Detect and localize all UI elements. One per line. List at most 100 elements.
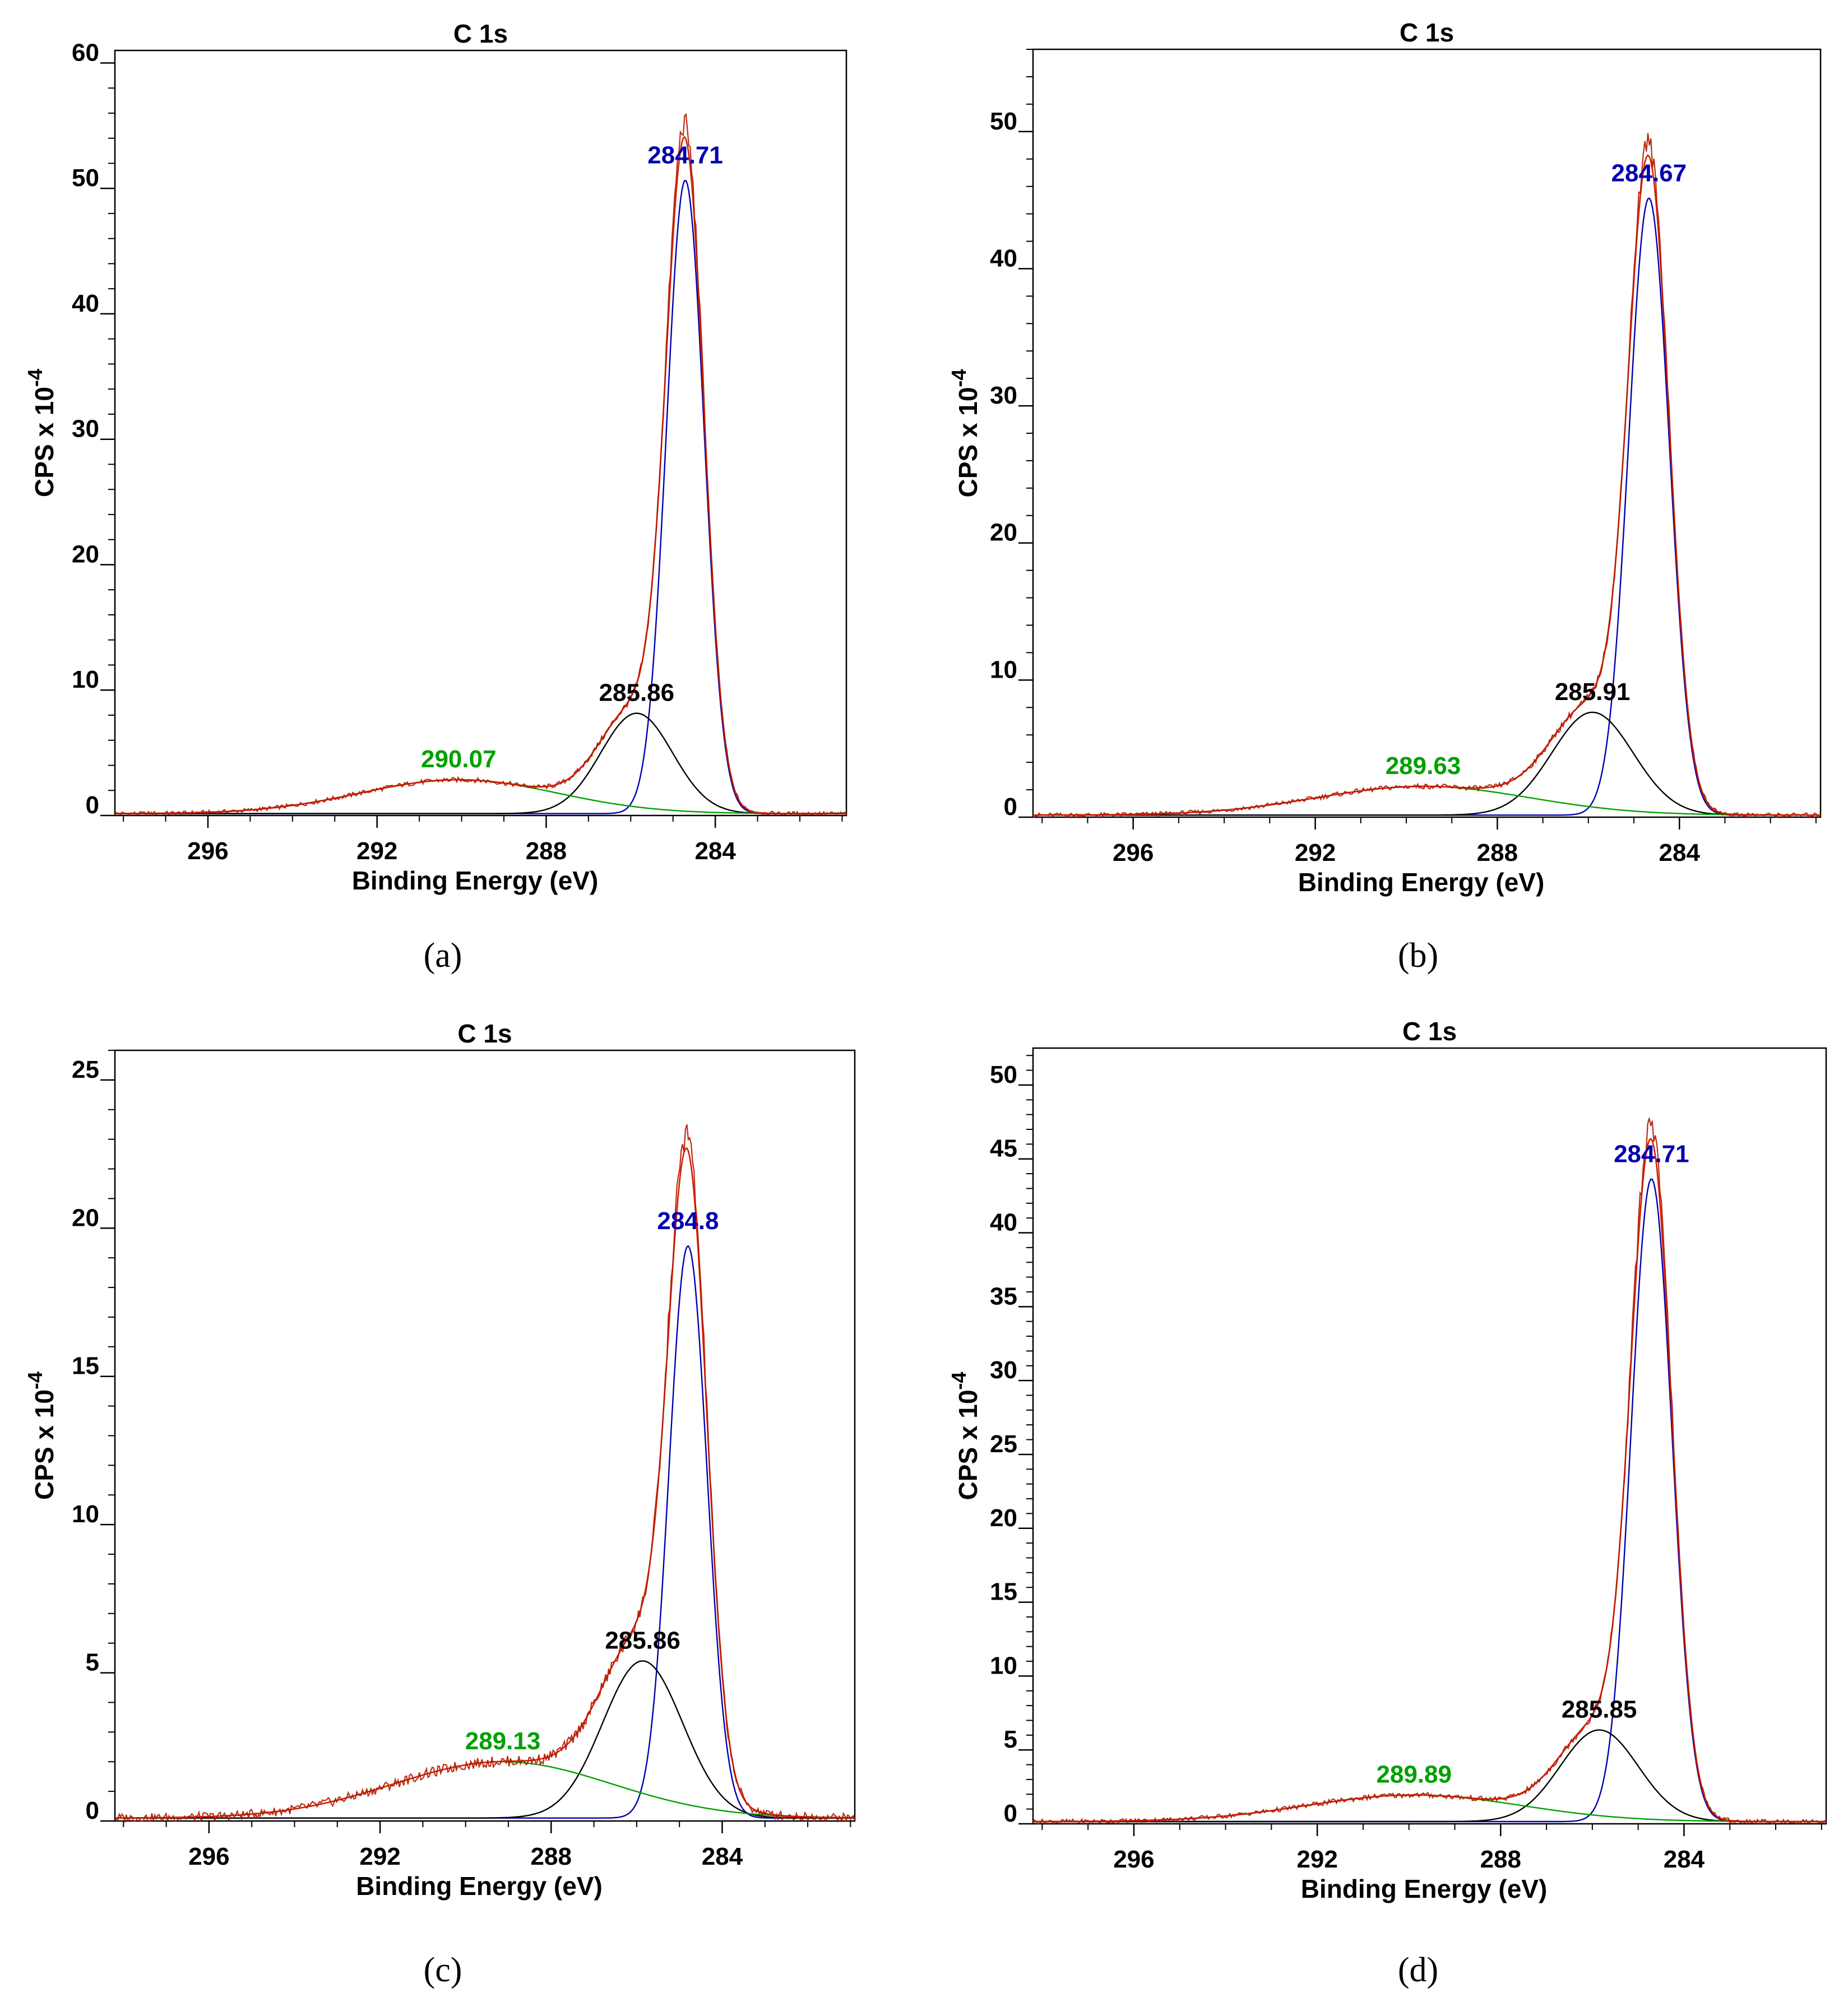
- x-tick-label: 284: [702, 1843, 743, 1870]
- y-tick-label: 20: [990, 1504, 1017, 1532]
- plot-frame: [114, 49, 847, 817]
- envelope-fit-curve: [115, 136, 846, 814]
- y-tick-label: 40: [72, 290, 99, 317]
- y-tick-label: 0: [1004, 1800, 1017, 1827]
- x-tick-label: 284: [1659, 839, 1701, 867]
- y-axis-title-exponent: -4: [947, 369, 970, 387]
- raw-spectrum-curve: [1032, 133, 1821, 819]
- x-tick-label: 292: [1296, 1846, 1337, 1873]
- x-tick-label: 292: [359, 1843, 400, 1870]
- x-axis-title: Binding Energy (eV): [352, 866, 599, 895]
- x-tick-label: 288: [1480, 1846, 1521, 1873]
- component-curve-c-c: [1033, 1178, 1826, 1823]
- chart-title: C 1s: [453, 19, 508, 48]
- panel-label-a: (a): [423, 937, 462, 975]
- y-axis-title: CPS x 10-4: [947, 369, 983, 498]
- chart-title: C 1s: [457, 1019, 512, 1048]
- chart-panel-b: C 1s 0 10 20 30 40 50 296 292 288 284 Binding Energ…: [947, 18, 1822, 897]
- chart-title: C 1s: [1402, 1017, 1457, 1046]
- x-tick-label: 284: [1664, 1846, 1705, 1873]
- y-tick-label: 10: [72, 1500, 99, 1528]
- y-axis-title: CPS x 10-4: [24, 369, 59, 497]
- peak-label-c-c: 284.67: [1611, 159, 1687, 187]
- envelope-fit-curve: [115, 1147, 855, 1819]
- y-axis-title-exponent: -4: [24, 369, 47, 387]
- panel-label-c: (c): [423, 1951, 462, 1989]
- peak-label-c-o: 285.86: [599, 679, 675, 707]
- x-axis-title: Binding Energy (eV): [1298, 868, 1545, 897]
- chart-panel-a: C 1s 0 10 20 30 40 50 60 296 292 288 284 Binding Ene…: [24, 19, 847, 895]
- y-tick-label: 25: [990, 1430, 1017, 1458]
- y-tick-label: 50: [990, 108, 1017, 135]
- y-tick-label: 0: [86, 791, 99, 819]
- peak-label-o-c-o: 289.63: [1386, 752, 1461, 780]
- raw-spectrum-curve: [1032, 1118, 1827, 1825]
- x-tick-label: 296: [1113, 1846, 1154, 1873]
- y-tick-label: 40: [990, 1209, 1017, 1236]
- chart-panel-d: C 1s 0 5 10 15 20 25 30 35 40 45 50 296 292 288 284 Bind…: [947, 1017, 1827, 1903]
- y-tick-label: 10: [72, 666, 99, 693]
- y-tick-label: 0: [86, 1797, 99, 1824]
- component-curve-c-o: [115, 1660, 855, 1819]
- y-tick-label: 30: [990, 1356, 1017, 1384]
- x-tick-label: 296: [1113, 839, 1154, 867]
- y-tick-label: 10: [990, 656, 1017, 683]
- plot-frame: [1032, 1047, 1827, 1825]
- y-tick-label: 50: [72, 164, 99, 192]
- envelope-fit-curve: [1033, 1137, 1826, 1823]
- x-tick-label: 292: [356, 837, 397, 865]
- peak-label-c-o: 285.91: [1555, 678, 1631, 706]
- peak-label-c-o: 285.85: [1562, 1696, 1637, 1723]
- peak-label-c-c: 284.71: [647, 142, 723, 169]
- x-tick-label: 284: [694, 837, 736, 865]
- y-tick-label: 40: [990, 244, 1017, 272]
- y-tick-label: 30: [990, 382, 1017, 409]
- y-tick-label: 25: [72, 1056, 99, 1083]
- y-axis-title-text: CPS x 10: [30, 387, 59, 497]
- panel-label-d: (d): [1397, 1951, 1439, 1989]
- plot-frame: [1032, 48, 1822, 818]
- y-axis-title: CPS x 10-4: [24, 1371, 59, 1500]
- y-tick-label: 20: [72, 540, 99, 568]
- x-tick-label: 292: [1295, 839, 1336, 867]
- panel-label-b: (b): [1397, 937, 1439, 975]
- chart-title: C 1s: [1400, 18, 1454, 47]
- component-curve-c-c: [1033, 197, 1821, 816]
- y-tick-label: 5: [86, 1649, 99, 1676]
- y-tick-label: 10: [990, 1652, 1017, 1679]
- x-tick-label: 288: [526, 837, 567, 865]
- y-axis-title-text: CPS x 10: [953, 1390, 983, 1500]
- x-tick-label: 288: [531, 1843, 572, 1870]
- raw-spectrum-curve: [114, 113, 847, 817]
- x-tick-label: 296: [187, 837, 228, 865]
- y-axis-title-text: CPS x 10: [30, 1389, 59, 1500]
- component-curve-o-c-o: [1033, 1794, 1826, 1823]
- envelope-fit-curve: [1033, 154, 1821, 816]
- y-tick-label: 20: [990, 519, 1017, 546]
- chart-panel-c: C 1s 0 5 10 15 20 25 296 292 288 284 Binding Energy…: [24, 1019, 856, 1901]
- plot-frame: [114, 1049, 856, 1822]
- y-axis-title-exponent: -4: [24, 1371, 47, 1389]
- x-tick-label: 296: [188, 1843, 229, 1870]
- y-axis-title-text: CPS x 10: [953, 387, 983, 498]
- y-tick-label: 30: [72, 415, 99, 443]
- peak-label-c-c: 284.8: [657, 1207, 719, 1235]
- x-axis-title: Binding Energy (eV): [1301, 1874, 1548, 1903]
- component-curve-c-o: [1033, 1729, 1826, 1823]
- y-tick-label: 45: [990, 1135, 1017, 1162]
- y-axis-title: CPS x 10-4: [947, 1372, 983, 1500]
- peak-label-c-o: 285.86: [605, 1627, 680, 1654]
- y-tick-label: 15: [72, 1352, 99, 1380]
- y-tick-label: 5: [1004, 1726, 1017, 1753]
- y-tick-label: 20: [72, 1204, 99, 1231]
- y-tick-label: 15: [990, 1578, 1017, 1606]
- x-tick-label: 288: [1477, 839, 1518, 867]
- peak-label-o-c-o: 289.89: [1376, 1761, 1452, 1788]
- peak-label-c-c: 284.71: [1614, 1140, 1689, 1167]
- peak-label-o-c-o: 289.13: [465, 1727, 541, 1755]
- y-tick-label: 60: [72, 39, 99, 66]
- y-tick-label: 35: [990, 1282, 1017, 1310]
- raw-spectrum-curve: [114, 1124, 856, 1824]
- peak-label-o-c-o: 290.07: [421, 745, 497, 773]
